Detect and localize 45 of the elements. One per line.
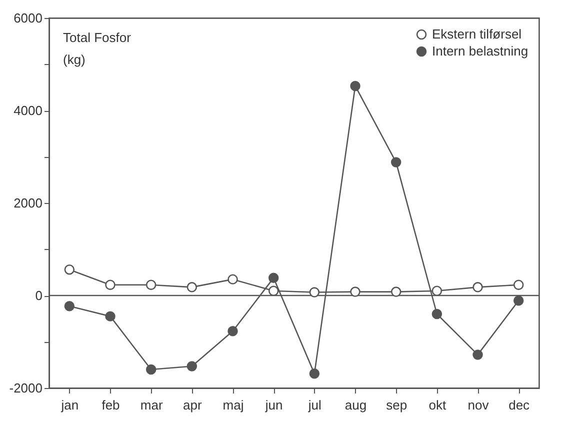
point (309, 287, 320, 298)
y-tick-label: -2000 (9, 380, 42, 396)
x-tick-label: mar (140, 398, 164, 412)
y-tick-label: 0 (35, 288, 42, 303)
point (513, 295, 524, 306)
legend-label: Ekstern tilførsel (432, 26, 522, 42)
point (186, 282, 198, 292)
x-tick-label: maj (222, 398, 244, 412)
point (64, 301, 75, 312)
point (472, 350, 483, 360)
legend-label: Intern belastning (432, 44, 528, 58)
x-tick-label: okt (428, 398, 446, 412)
point (432, 308, 442, 320)
point (105, 311, 116, 322)
point (390, 286, 402, 297)
point (64, 264, 75, 275)
x-tick-label: feb (102, 398, 120, 412)
point (228, 326, 238, 336)
x-tick-label: nov (468, 398, 490, 412)
point (350, 286, 360, 297)
point (105, 280, 116, 290)
point (513, 280, 524, 290)
x-tick-label: jun (264, 398, 283, 412)
point (186, 361, 198, 372)
point (146, 364, 156, 375)
y-tick-label: 4000 (14, 103, 42, 118)
x-tick-label: aug (344, 398, 367, 412)
point (146, 280, 156, 290)
annotation: Total Fosfor (63, 30, 132, 45)
point (228, 274, 238, 284)
x-tick-label: sep (386, 398, 408, 412)
point (268, 272, 279, 284)
point (390, 157, 402, 168)
x-tick-label: apr (183, 398, 202, 412)
x-tick-label: jul (307, 398, 322, 412)
annotation: (kg) (63, 52, 86, 67)
point (472, 282, 483, 292)
point (432, 286, 442, 296)
point (268, 286, 279, 296)
x-tick-label: dec (508, 398, 530, 412)
y-tick-label: 2000 (14, 196, 42, 210)
x-tick-label: jan (60, 398, 79, 412)
point (350, 80, 360, 92)
point (309, 368, 320, 379)
y-tick-label: 6000 (14, 10, 42, 26)
